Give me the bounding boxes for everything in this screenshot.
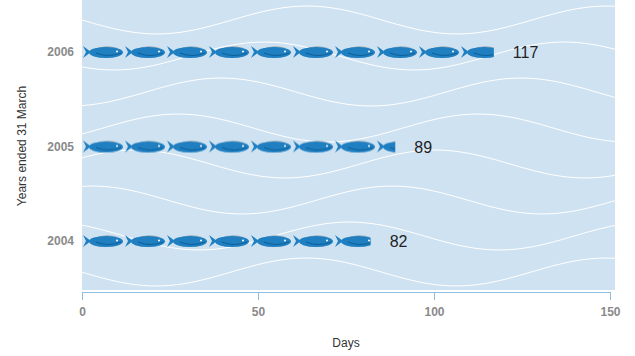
tick-mark [82,292,83,300]
chart: 82 89 117 0 50 100 150 2004 2005 2006 Days Years en… [0,0,635,356]
tick-label: 150 [600,305,620,319]
tick-label: 2006 [47,45,74,59]
tick: 100 [424,292,444,319]
tick-label: 100 [424,305,444,319]
wave [82,222,615,250]
y-axis: 2004 2005 2006 [47,45,74,248]
x-axis: 0 50 100 150 [79,292,621,319]
wave [82,258,615,286]
bar [82,139,395,155]
tick: 0 [79,292,86,319]
axis-line [74,53,75,242]
tick: 2005 [47,140,74,154]
bars [82,44,494,249]
tick: 2006 [47,45,74,59]
tick: 150 [600,292,620,319]
tick-label: 2004 [47,234,74,248]
tick: 50 [252,292,266,319]
wave [82,78,615,106]
data-label: 82 [390,233,408,250]
tick-label: 50 [252,305,266,319]
data-labels: 82 89 117 [390,44,539,250]
bar [82,233,371,249]
wave [82,42,615,70]
tick-mark [258,292,259,300]
data-label: 89 [414,139,432,156]
bar [82,44,494,60]
data-label: 117 [513,44,539,61]
wave [82,186,615,214]
x-axis-title: Days [332,336,359,350]
wave [82,114,615,142]
axis-line [83,292,611,293]
waves [82,0,615,290]
tick-label: 0 [79,305,86,319]
wave [82,6,615,34]
tick-mark [610,292,611,300]
tick: 2004 [47,234,74,248]
tick-mark [434,292,435,300]
y-axis-title: Years ended 31 March [15,86,29,206]
tick-label: 2005 [47,140,74,154]
